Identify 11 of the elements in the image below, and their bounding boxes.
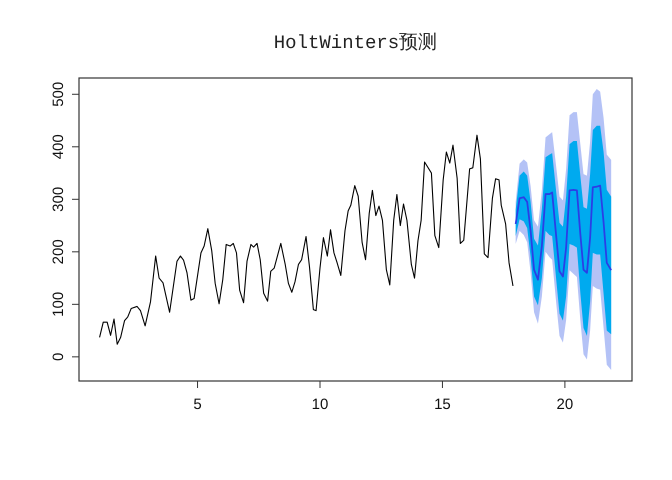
x-tick-label: 10: [312, 396, 328, 413]
x-tick-label: 15: [434, 396, 451, 413]
x-tick-label: 20: [556, 396, 574, 413]
y-tick-label: 400: [50, 134, 67, 160]
y-tick-label: 300: [50, 186, 67, 212]
y-tick-label: 0: [50, 352, 67, 362]
y-tick-label: 100: [50, 292, 67, 317]
title: HoltWinters预测: [274, 32, 438, 54]
y-tick-label: 500: [50, 82, 67, 107]
y-tick-label: 200: [50, 239, 67, 264]
x-tick-label: 5: [193, 396, 202, 413]
